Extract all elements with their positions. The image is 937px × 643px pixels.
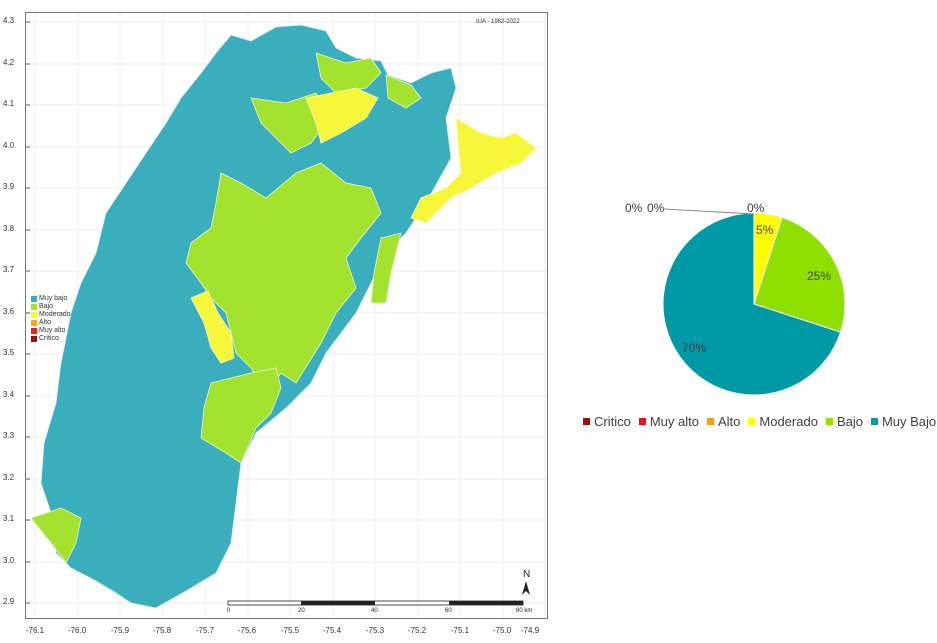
map-title: IUA - 1982-2022	[476, 19, 520, 25]
pie-legend-label: Alto	[717, 414, 741, 429]
map-legend-item: Muy alto	[31, 327, 71, 335]
map-legend-swatch	[31, 296, 37, 302]
x-tick-label: -75.5	[280, 626, 300, 635]
y-tick-label: 3.6	[3, 307, 15, 316]
map-svg: N 0 20 40 60 80 km	[26, 13, 547, 618]
pie-data-label: 25%	[807, 269, 831, 283]
map-legend-label: Bajo	[39, 303, 54, 310]
pie-slice-muy-bajo	[662, 212, 842, 396]
region-bajo-center	[185, 162, 382, 394]
x-tick-label: -75.3	[365, 626, 385, 635]
pie-data-label: 0%	[747, 201, 765, 215]
y-tick-label: 2.9	[3, 597, 15, 606]
pie-legend-swatch	[748, 418, 756, 425]
region-bajo-ne2	[385, 74, 422, 109]
map-legend-swatch	[31, 328, 37, 334]
map-legend-label: Alto	[39, 319, 52, 326]
x-tick-label: -75.6	[237, 626, 257, 635]
x-tick-label: -74.9	[520, 626, 540, 635]
region-moderado-north	[305, 87, 379, 144]
map-legend-label: Critico	[39, 335, 59, 342]
map-legend-label: Muy bajo	[39, 295, 68, 302]
map-legend: Muy bajo Bajo Moderado Alto Muy alto Critico	[31, 295, 71, 343]
pie-legend-item: Bajo	[825, 414, 863, 429]
pie-legend-swatch	[825, 418, 833, 425]
y-tick-label: 3.4	[3, 390, 15, 399]
pie-legend-item: Muy alto	[638, 414, 699, 429]
map-legend-swatch	[31, 304, 37, 310]
north-label: N	[523, 569, 530, 580]
region-bajo-sw	[30, 507, 82, 564]
y-tick-label: 3.9	[3, 182, 15, 191]
map-legend-item: Bajo	[31, 303, 71, 311]
y-tick-label: 4.2	[3, 58, 15, 67]
y-tick-label: 4.0	[3, 141, 15, 150]
region-moderado-west	[190, 290, 235, 364]
x-tick-label: -75.2	[407, 626, 427, 635]
pie-legend-item: Alto	[706, 414, 741, 429]
north-arrow-icon: N	[522, 569, 530, 595]
x-tick-label: -75.1	[450, 626, 470, 635]
scale-label-80: 80 km	[516, 608, 532, 614]
pie-leader-line	[663, 208, 755, 215]
y-tick-label: 3.8	[3, 224, 15, 233]
pie-legend-label: Muy Bajo	[881, 414, 937, 429]
scale-label-60: 60	[445, 608, 452, 614]
pie-legend: Critico Muy alto Alto Moderado Bajo Muy Bajo	[583, 414, 936, 429]
pie-data-label: 70%	[682, 341, 706, 355]
pie-data-label: 0%	[647, 201, 665, 215]
pie-legend-item: Moderado	[748, 414, 818, 429]
y-tick-label: 3.7	[3, 265, 15, 274]
scale-bar: 0 20 40 60 80 km	[227, 600, 532, 614]
x-tick-label: -75.9	[110, 626, 130, 635]
region-moderado-east	[410, 117, 537, 224]
pie-legend-label: Muy alto	[649, 414, 699, 429]
map-legend-item: Alto	[31, 319, 71, 327]
pie-legend-label: Moderado	[759, 414, 818, 429]
pie-legend-item: Critico	[583, 414, 631, 429]
x-tick-label: -75.7	[195, 626, 215, 635]
region-bajo-east	[370, 232, 402, 304]
pie-legend-label: Critico	[594, 414, 631, 429]
map-legend-label: Moderado	[39, 311, 71, 318]
region-bajo-ne	[315, 52, 382, 94]
pie-legend-swatch	[583, 418, 590, 425]
map-frame: N 0 20 40 60 80 km	[25, 12, 548, 619]
pie-legend-item: Muy Bajo	[870, 414, 937, 429]
pie-data-label: 5%	[756, 223, 774, 237]
y-tick-label: 3.2	[3, 473, 15, 482]
pie-legend-swatch	[870, 418, 878, 425]
x-tick-label: -75.0	[492, 626, 512, 635]
scale-label-20: 20	[298, 608, 305, 614]
map-legend-item: Moderado	[31, 311, 71, 319]
pie-legend-swatch	[638, 418, 646, 425]
y-tick-label: 3.1	[3, 514, 15, 523]
y-tick-label: 3.0	[3, 556, 15, 565]
pie-slice-bajo	[753, 216, 846, 333]
pie-slice-moderado	[753, 212, 783, 305]
region-bajo-north	[250, 92, 327, 154]
scale-label-0: 0	[227, 608, 231, 614]
map-legend-swatch	[31, 336, 37, 342]
x-tick-label: -75.8	[152, 626, 172, 635]
y-tick-label: 4.3	[3, 16, 15, 25]
map-legend-label: Muy alto	[39, 327, 66, 334]
scale-label-40: 40	[371, 608, 378, 614]
map-legend-item: Critico	[31, 335, 71, 343]
x-tick-label: -76.0	[67, 626, 87, 635]
pie-data-label: 0%	[625, 201, 643, 215]
pie-legend-swatch	[706, 418, 714, 425]
y-tick-label: 3.3	[3, 431, 15, 440]
x-tick-label: -75.4	[322, 626, 342, 635]
x-tick-label: -76.1	[25, 626, 45, 635]
y-tick-label: 4.1	[3, 99, 15, 108]
map-legend-swatch	[31, 312, 37, 318]
map-legend-item: Muy bajo	[31, 295, 71, 303]
pie-legend-label: Bajo	[836, 414, 863, 429]
y-tick-label: 3.5	[3, 348, 15, 357]
region-bajo-south	[200, 367, 282, 464]
map-legend-swatch	[31, 320, 37, 326]
